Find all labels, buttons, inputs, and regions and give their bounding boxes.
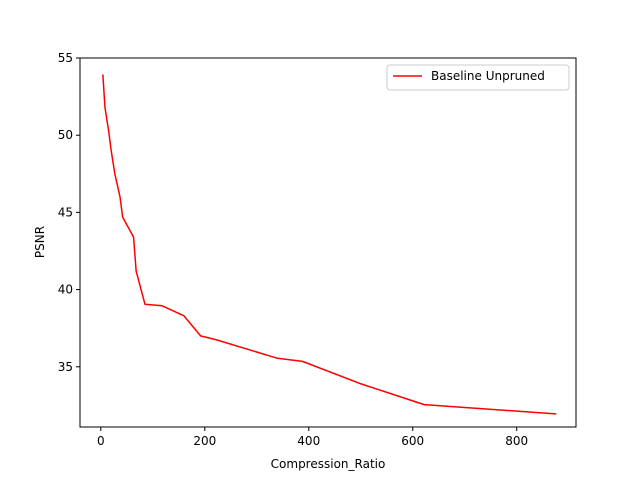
legend-box bbox=[386, 64, 570, 91]
x-axis-ticks: 0 200 400 600 800 bbox=[97, 427, 528, 448]
x-tick-label: 0 bbox=[97, 434, 105, 448]
axes-frame bbox=[79, 57, 577, 428]
y-tick-label: 55 bbox=[58, 51, 73, 65]
x-axis-label: Compression_Ratio bbox=[271, 457, 386, 471]
x-tick-label: 200 bbox=[193, 434, 216, 448]
legend: Baseline Unpruned bbox=[386, 64, 570, 91]
y-axis-ticks: 35 40 45 50 55 bbox=[58, 51, 80, 374]
plot-area bbox=[102, 74, 557, 415]
y-tick-label: 35 bbox=[58, 360, 73, 374]
x-tick-label: 400 bbox=[297, 434, 320, 448]
y-axis-label: PSNR bbox=[33, 226, 47, 258]
x-tick-label: 800 bbox=[505, 434, 528, 448]
series-line-0 bbox=[102, 74, 557, 415]
y-tick-label: 40 bbox=[58, 283, 73, 297]
y-tick-label: 45 bbox=[58, 205, 73, 219]
legend-label-baseline-unpruned: Baseline Unpruned bbox=[431, 69, 545, 83]
y-tick-label: 50 bbox=[58, 128, 73, 142]
x-tick-label: 600 bbox=[401, 434, 424, 448]
